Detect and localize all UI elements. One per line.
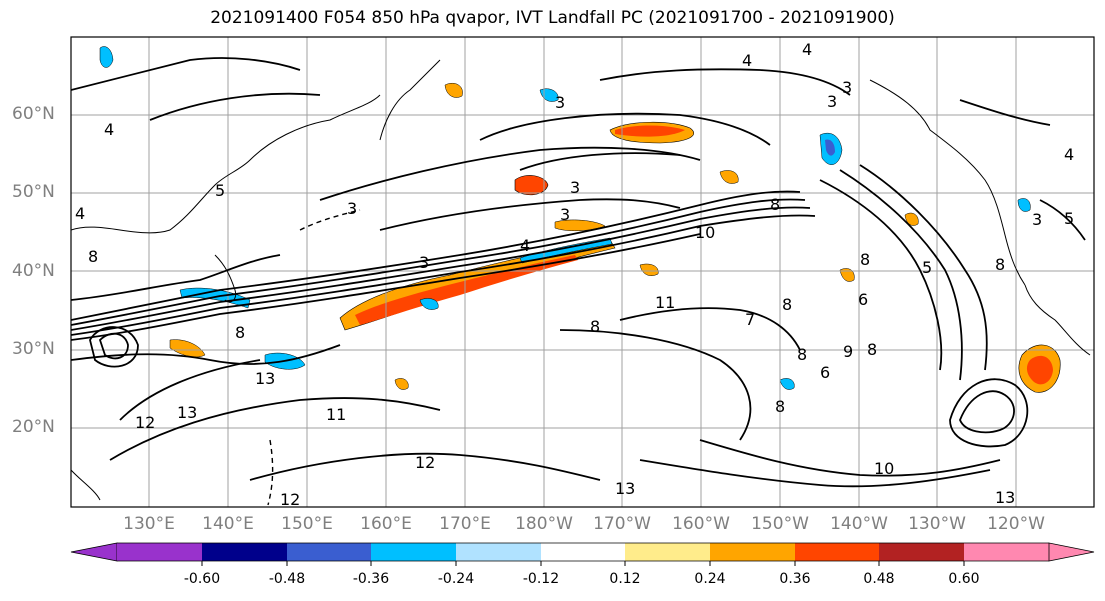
contour-label: 5 [215, 181, 225, 200]
colorbar-bin [456, 543, 541, 561]
coastlines [71, 59, 1091, 501]
lon-label: 150°W [751, 514, 809, 534]
colorbar-tick-label: -0.36 [352, 571, 390, 587]
contour-label: 3 [419, 253, 429, 272]
contour-label: 8 [235, 323, 245, 342]
contour-label: 6 [858, 290, 868, 309]
contour-label: 11 [655, 293, 675, 312]
colorbar-tick-label: -0.48 [268, 571, 306, 587]
colorbar-bin [795, 543, 879, 561]
plot-frame [70, 36, 1095, 508]
lat-label: 40°N [12, 261, 55, 281]
contour-label: 3 [570, 178, 580, 197]
contour-label-group: 4 4 4 3 3 3 3 3 3 3 3 4 4 4 5 5 8 8 6 10… [75, 40, 1074, 509]
lon-label: 180°W [515, 514, 573, 534]
colorbar-extend-low [70, 542, 118, 562]
contour-label: 9 [843, 342, 853, 361]
colorbar-bin [371, 543, 456, 561]
lon-label: 170°E [439, 514, 491, 534]
contour-label: 4 [520, 236, 530, 255]
map-title: 2021091400 F054 850 hPa qvapor, IVT Land… [210, 8, 895, 28]
contour-label: 4 [742, 51, 752, 70]
contour-label: 12 [135, 413, 155, 432]
contour-label: 6 [820, 363, 830, 382]
shading-layer [99, 46, 1061, 393]
contour-label: 8 [860, 250, 870, 269]
colorbar-bin [710, 543, 795, 561]
contour-label: 8 [867, 340, 877, 359]
lon-label: 140°W [830, 514, 888, 534]
lat-label: 50°N [12, 182, 55, 202]
contour-label: 12 [280, 490, 300, 509]
contour-label: 10 [874, 459, 894, 478]
contour-label: 13 [615, 479, 635, 498]
contour-label: 13 [995, 488, 1015, 507]
lat-label: 20°N [12, 417, 55, 437]
contour-label: 3 [347, 199, 357, 218]
lon-label: 120°W [987, 514, 1045, 534]
contour-label: 8 [590, 317, 600, 336]
contour-label: 11 [326, 405, 346, 424]
contour-label: 3 [827, 92, 837, 111]
contour-label: 3 [1032, 210, 1042, 229]
contour-label: 8 [782, 295, 792, 314]
colorbar-tick-label: 0.36 [779, 571, 811, 587]
contour-label: 7 [745, 310, 755, 329]
lon-label: 140°E [202, 514, 254, 534]
colorbar-extend-high [1048, 542, 1095, 562]
contour-label: 12 [415, 453, 435, 472]
lon-label: 170°W [593, 514, 651, 534]
contour-label: 5 [922, 258, 932, 277]
lon-label: 160°W [672, 514, 730, 534]
lon-label: 160°E [360, 514, 412, 534]
colorbar-bin [625, 543, 710, 561]
contour-label: 4 [104, 120, 114, 139]
contour-label: 13 [177, 403, 197, 422]
colorbar [70, 542, 1095, 566]
colorbar-bin [287, 543, 371, 561]
lat-label: 60°N [12, 104, 55, 124]
contour-label: 8 [775, 397, 785, 416]
dashed-contours [267, 209, 361, 506]
colorbar-bin [202, 543, 287, 561]
colorbar-tick-label: 0.60 [948, 571, 980, 587]
contour-label: 3 [842, 78, 852, 97]
colorbar-tick-label: 0.24 [694, 571, 726, 587]
lon-label: 130°E [123, 514, 175, 534]
colorbar-tick-label: -0.12 [522, 571, 560, 587]
contour-label: 3 [560, 205, 570, 224]
contour-label: 4 [75, 204, 85, 223]
colorbar-bin [879, 543, 964, 561]
contour-label: 5 [1064, 209, 1074, 228]
lat-label: 30°N [12, 339, 55, 359]
lon-label: 150°E [281, 514, 333, 534]
contour-label: 8 [995, 255, 1005, 274]
contour-label: 4 [1064, 145, 1074, 164]
colorbar-bin [964, 543, 1049, 561]
contour-label: 4 [802, 40, 812, 59]
colorbar-tick-label: -0.60 [183, 571, 221, 587]
contour-label: 13 [255, 369, 275, 388]
colorbar-bin [541, 543, 625, 561]
contour-label: 8 [770, 195, 780, 214]
contour-label: 8 [797, 345, 807, 364]
colorbar-tick-label: -0.24 [437, 571, 475, 587]
contour-label: 3 [555, 93, 565, 112]
colorbar-tick-label: 0.48 [863, 571, 895, 587]
colorbar-bin [117, 543, 202, 561]
colorbar-tick-label: 0.12 [609, 571, 641, 587]
contour-label: 10 [695, 223, 715, 242]
contour-lines [71, 57, 1086, 488]
contour-label: 8 [88, 247, 98, 266]
graticule [71, 37, 1094, 507]
lon-label: 130°W [908, 514, 966, 534]
plot-area [71, 37, 1094, 507]
